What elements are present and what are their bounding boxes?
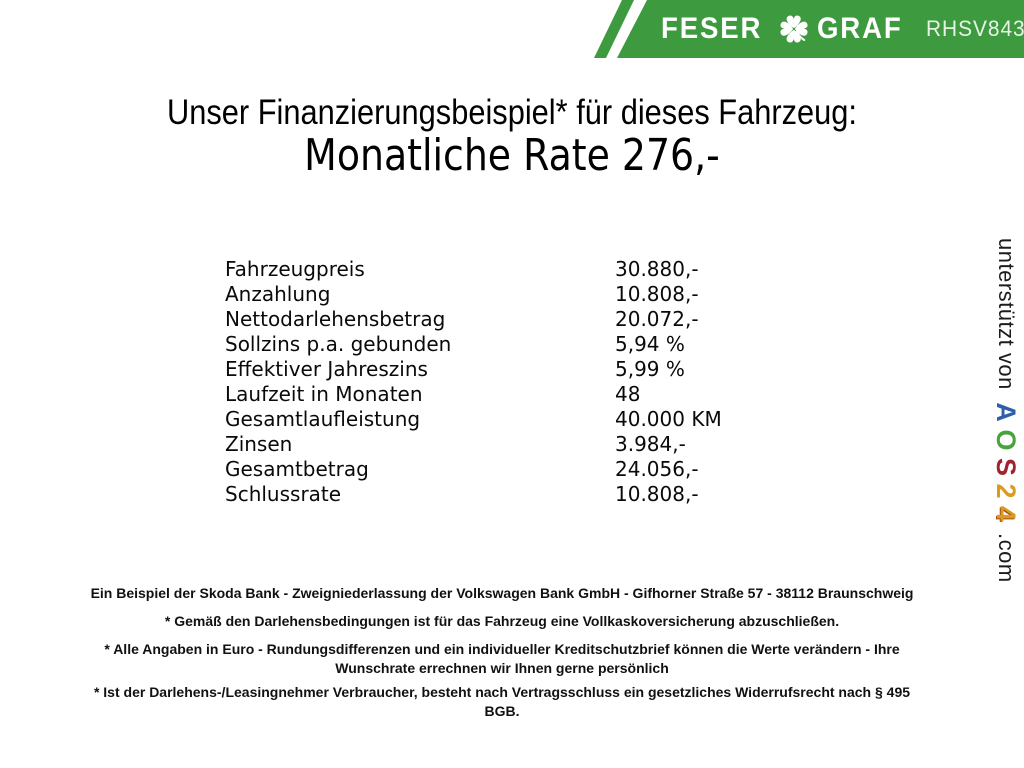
row-value: 5,94 %	[615, 332, 685, 356]
aos24-logo-letter: S	[991, 457, 1021, 476]
table-row: Gesamtlaufleistung 40.000 KM	[225, 407, 722, 432]
title-block: Unser Finanzierungsbeispiel* für dieses …	[0, 94, 1024, 180]
row-label: Sollzins p.a. gebunden	[225, 332, 452, 356]
bank-address-line: Ein Beispiel der Skoda Bank - Zweigniede…	[90, 585, 914, 601]
aos24-logo: A O S 2 4	[991, 402, 1021, 528]
row-value: 24.056,-	[615, 457, 699, 481]
row-value: 10.808,-	[615, 282, 699, 306]
row-label: Anzahlung	[225, 282, 331, 306]
row-label: Gesamtbetrag	[225, 457, 369, 481]
table-row: Gesamtbetrag 24.056,-	[225, 457, 722, 482]
aos24-logo-letter: O	[991, 429, 1021, 451]
vehicle-id-badge: RHSV8439	[926, 16, 1024, 41]
table-row: Sollzins p.a. gebunden 5,94 %	[225, 332, 722, 357]
row-label: Effektiver Jahreszins	[225, 357, 428, 381]
row-label: Schlussrate	[225, 482, 342, 506]
row-label: Nettodarlehensbetrag	[225, 307, 446, 331]
page-title: Unser Finanzierungsbeispiel* für dieses …	[167, 93, 857, 132]
table-row: Fahrzeugpreis 30.880,-	[225, 257, 722, 282]
row-value: 30.880,-	[615, 257, 699, 281]
row-label: Zinsen	[225, 432, 293, 456]
disclaimer-insurance: * Gemäß den Darlehensbedingungen ist für…	[164, 612, 840, 629]
row-value: 40.000 KM	[615, 407, 722, 431]
table-row: Schlussrate 10.808,-	[225, 482, 722, 507]
table-row: Anzahlung 10.808,-	[225, 282, 722, 307]
table-row: Effektiver Jahreszins 5,99 %	[225, 357, 722, 382]
brand-part2: GRAF	[817, 12, 903, 45]
table-row: Nettodarlehensbetrag 20.072,-	[225, 307, 722, 332]
supported-by-strip: unterstützt von A O S 2 4 .com	[990, 238, 1021, 758]
row-label: Laufzeit in Monaten	[225, 382, 423, 406]
disclaimer-withdrawal: * Ist der Darlehens-/Leasingnehmer Verbr…	[93, 684, 911, 719]
aos24-logo-letter: 2	[991, 483, 1021, 499]
disclaimer-euro: * Alle Angaben in Euro - Rundungsdiffere…	[104, 641, 900, 676]
row-value: 3.984,-	[615, 432, 686, 456]
supported-by-label: unterstützt von	[994, 238, 1019, 397]
four-leaf-clover-icon	[780, 15, 808, 43]
monthly-rate-headline: Monatliche Rate 276,-	[304, 130, 720, 181]
aos24-domain-suffix: .com	[994, 532, 1019, 583]
aos24-logo-letter: 4	[991, 506, 1021, 522]
row-value: 48	[615, 382, 641, 406]
row-value: 5,99 %	[615, 357, 685, 381]
row-value: 20.072,-	[615, 307, 699, 331]
aos24-logo-letter: A	[991, 402, 1021, 422]
brand-logo: FESER	[661, 12, 762, 46]
disclaimer-block: Ein Beispiel der Skoda Bank - Zweigniede…	[0, 584, 1004, 720]
table-row: Zinsen 3.984,-	[225, 432, 722, 457]
row-label: Fahrzeugpreis	[225, 257, 365, 281]
table-row: Laufzeit in Monaten 48	[225, 382, 722, 407]
row-label: Gesamtlaufleistung	[225, 407, 421, 431]
row-value: 10.808,-	[615, 482, 699, 506]
brand-part1: FESER	[661, 12, 763, 45]
finance-table: Fahrzeugpreis 30.880,- Anzahlung 10.808,…	[225, 257, 722, 507]
header-banner: FESER GRAF RHSV8439	[617, 0, 1024, 58]
